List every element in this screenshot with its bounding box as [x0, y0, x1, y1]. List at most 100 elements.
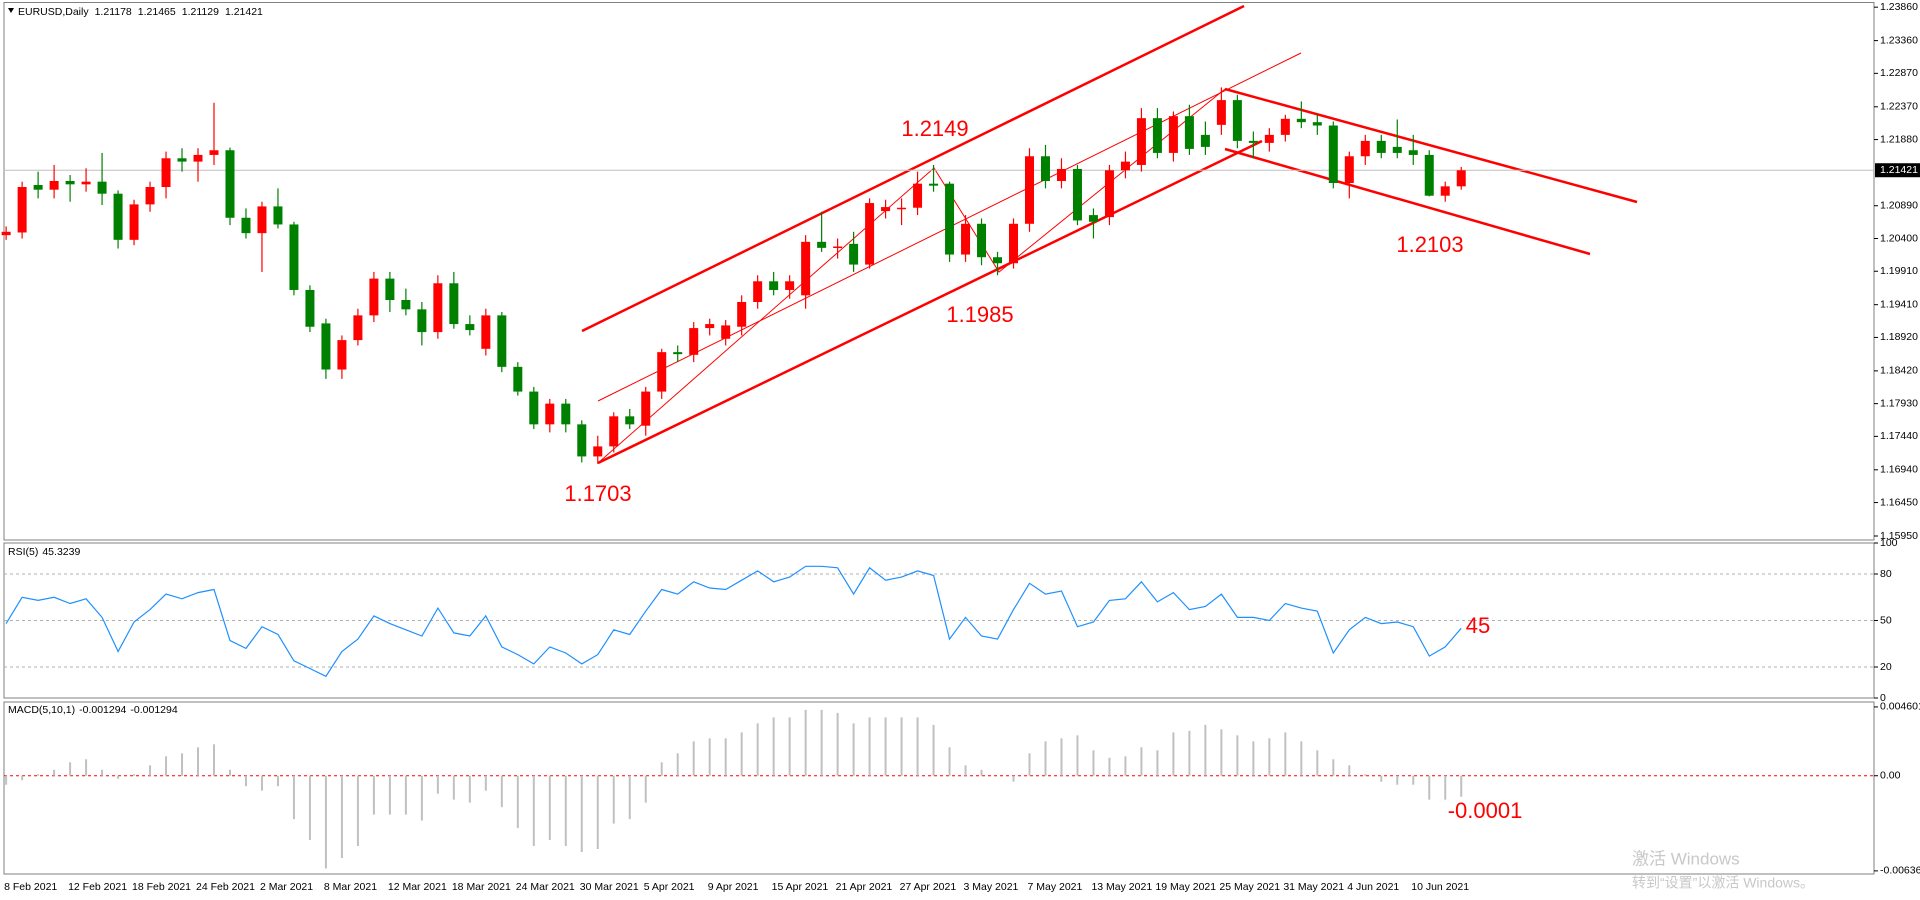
menu-icon[interactable] [8, 8, 14, 13]
y-tick-label: 0 [1880, 692, 1886, 704]
indicator-value: 45.3239 [42, 546, 80, 558]
candle-body [177, 158, 187, 162]
x-tick-label: 12 Feb 2021 [68, 881, 127, 893]
candle-body [929, 183, 939, 186]
candle-body [817, 241, 827, 248]
candle-body [1232, 100, 1242, 141]
channel-lower [597, 139, 1263, 465]
header-value: 1.21178 [95, 6, 132, 18]
panel-frame [3, 2, 1875, 541]
annotation: 1.2103 [1396, 232, 1463, 257]
channel-upper [581, 4, 1245, 333]
candle-body [209, 150, 219, 155]
candle-body [705, 324, 715, 329]
candle-body [369, 278, 379, 316]
x-tick-label: 27 Apr 2021 [900, 881, 957, 893]
candle-body [865, 203, 875, 265]
y-tick-label: 80 [1880, 568, 1892, 580]
x-tick-label: 8 Feb 2021 [4, 881, 57, 893]
symbol-title: EURUSD,Daily [18, 6, 89, 18]
candle-body [721, 325, 731, 339]
last-price-box [1875, 163, 1920, 178]
candle-body [1424, 154, 1434, 196]
candle-body [897, 207, 907, 210]
x-tick-label: 31 May 2021 [1283, 881, 1344, 893]
candle-body [289, 224, 299, 290]
indicator-title: MACD(5,10,1) [8, 704, 75, 716]
watermark-line: 转到“设置”以激活 Windows。 [1632, 875, 1814, 891]
candle-body [737, 302, 747, 327]
candle-body [1216, 100, 1226, 125]
candle-body [1360, 140, 1370, 157]
y-tick-label: 100 [1880, 537, 1898, 549]
candle-body [225, 150, 235, 218]
candle-body [849, 243, 859, 265]
candle-body [465, 324, 475, 331]
candle-body [593, 446, 603, 457]
y-tick-label: 1.19410 [1880, 298, 1918, 310]
annotation: 1.2149 [901, 116, 968, 141]
candle-body [497, 315, 507, 367]
annotation: 45 [1466, 613, 1490, 638]
candle-body [1040, 156, 1050, 181]
x-tick-label: 8 Mar 2021 [324, 881, 377, 893]
candle-body [33, 185, 43, 190]
candle-body [673, 352, 683, 355]
candle-body [1200, 134, 1210, 147]
y-tick-label: 1.19910 [1880, 265, 1918, 277]
candle-body [257, 206, 267, 234]
candle-body [1024, 156, 1034, 224]
candle-body [49, 180, 59, 190]
last-price-label: 1.21421 [1880, 164, 1918, 176]
candle-body [1136, 118, 1146, 165]
candle-body [609, 416, 619, 447]
x-tick-label: 13 May 2021 [1091, 881, 1152, 893]
candle-body [1184, 116, 1194, 149]
y-tick-label: 1.23860 [1880, 1, 1918, 13]
candle-body [625, 416, 635, 425]
indicator-value: -0.001294 [130, 704, 177, 716]
candle-body [1392, 146, 1402, 153]
candle-body [1120, 161, 1130, 171]
candle-body [977, 223, 987, 258]
candle-body [1088, 215, 1098, 222]
rsi-line [5, 565, 1462, 678]
y-tick-label: 1.20400 [1880, 232, 1918, 244]
indicator-value: -0.001294 [79, 704, 126, 716]
x-tick-label: 19 May 2021 [1155, 881, 1216, 893]
candle-body [513, 366, 523, 392]
candle-body [961, 223, 971, 255]
candle-body [1440, 186, 1450, 196]
x-tick-label: 10 Jun 2021 [1411, 881, 1469, 893]
candle-body [449, 283, 459, 325]
candle-body [1104, 170, 1114, 218]
x-tick-label: 5 Apr 2021 [644, 881, 695, 893]
down-channel-upper [1224, 87, 1638, 204]
y-tick-label: 1.16450 [1880, 496, 1918, 508]
candle-body [753, 281, 763, 303]
indicator-header: MACD(5,10,1) -0.001294 -0.001294 [8, 704, 178, 716]
x-tick-label: 24 Mar 2021 [516, 881, 575, 893]
candle-body [97, 181, 107, 194]
candle-body [1328, 125, 1338, 184]
candle-body [833, 246, 843, 249]
panel-frame [3, 701, 1875, 875]
candle-body [273, 206, 283, 225]
candle-body [945, 183, 955, 255]
y-tick-label: 1.18920 [1880, 331, 1918, 343]
candle-body [353, 315, 363, 341]
y-tick-label: 0.004601 [1880, 701, 1920, 713]
y-tick-label: 1.15950 [1880, 530, 1918, 542]
annotation: -0.0001 [1448, 798, 1523, 823]
candle-body [577, 424, 587, 457]
y-tick-label: 1.17930 [1880, 397, 1918, 409]
header-value: 1.21421 [225, 6, 263, 18]
candle-body [129, 204, 139, 240]
candle-body [385, 278, 395, 300]
candle-body [769, 281, 779, 290]
candle-body [657, 352, 667, 392]
candle-body [145, 187, 155, 205]
x-tick-label: 15 Apr 2021 [772, 881, 829, 893]
x-tick-label: 25 May 2021 [1219, 881, 1280, 893]
candle-body [1456, 170, 1466, 187]
